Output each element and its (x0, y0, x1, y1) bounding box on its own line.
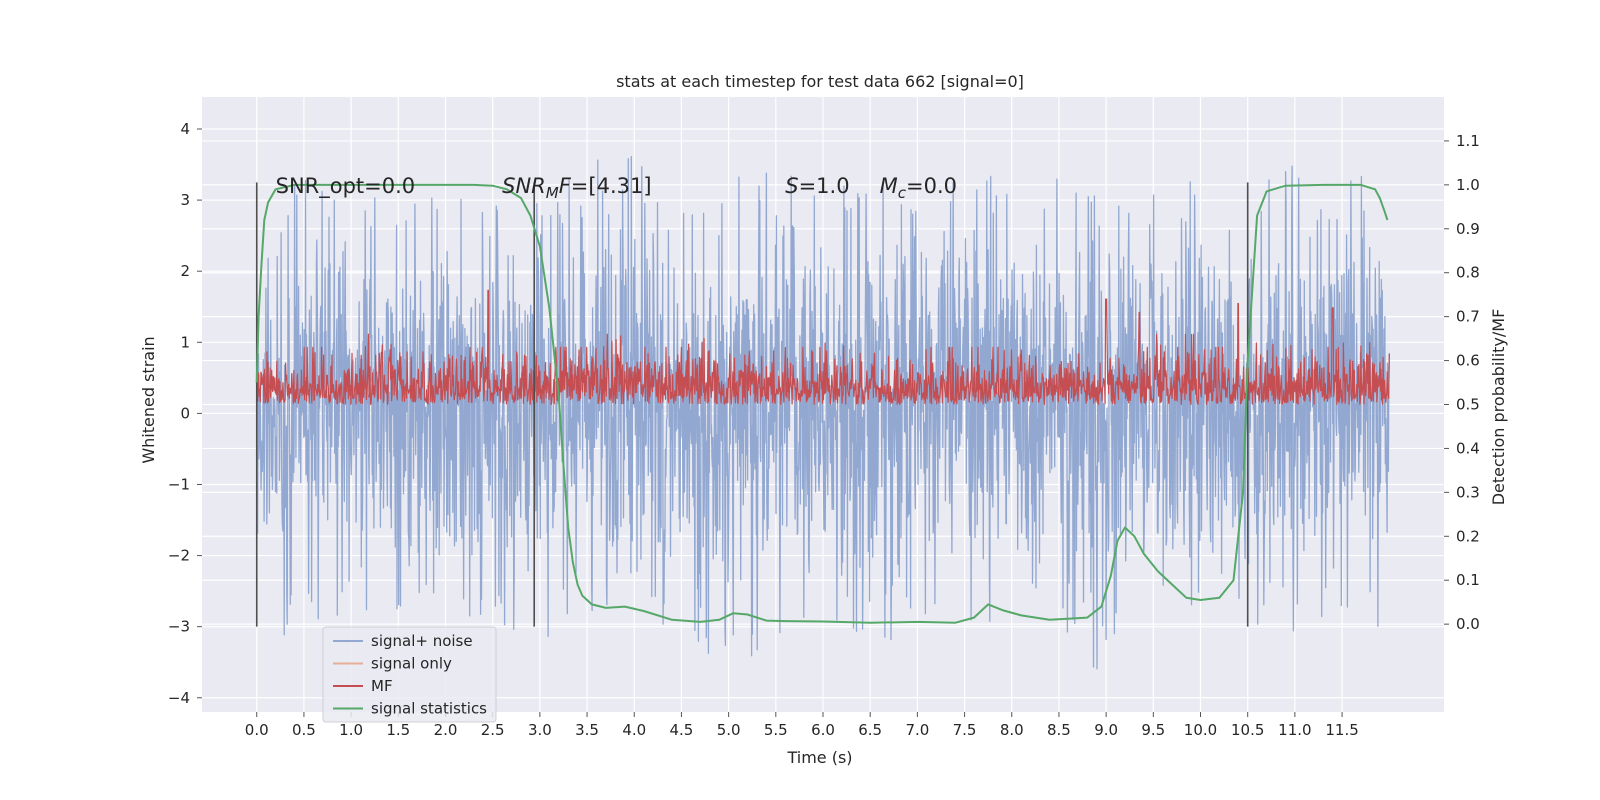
annotation-segment: c (898, 184, 907, 202)
series-mf-line (256, 289, 1390, 406)
x-tick-label: 3.5 (575, 721, 599, 739)
annotation-segment: =[4.31] (571, 174, 652, 198)
annotation-mc-value: Mc=0.0 (880, 174, 957, 202)
annotation-snr-mf: SNRMF=[4.31] (502, 174, 651, 202)
y2-tick-label: 0.6 (1456, 352, 1480, 370)
x-tick-label: 9.5 (1141, 721, 1165, 739)
y-tick-label: −3 (168, 618, 190, 636)
chart-title: stats at each timestep for test data 662… (616, 72, 1024, 91)
x-tick-label: 1.0 (339, 721, 363, 739)
annotation-segment: =0.0 (906, 174, 957, 198)
y2-tick-label: 0.0 (1456, 615, 1480, 633)
y2-axis-label: Detection probability/MF (1489, 309, 1508, 506)
y-tick-label: 0 (180, 404, 190, 422)
y2-tick-label: 0.5 (1456, 396, 1480, 414)
x-tick-label: 6.5 (858, 721, 882, 739)
x-tick-label: 2.0 (434, 721, 458, 739)
x-tick-label: 7.0 (905, 721, 929, 739)
annotation-segment: S (785, 174, 798, 198)
x-tick-label: 0.0 (245, 721, 269, 739)
x-tick-label: 5.5 (764, 721, 788, 739)
annotation-s-value: S=1.0 (785, 174, 849, 198)
annotation-segment: M (546, 184, 559, 202)
x-axis-label: Time (s) (786, 748, 852, 767)
y-axis-label: Whitened strain (139, 336, 158, 463)
y-tick-label: −2 (168, 547, 190, 565)
y2-tick-label: 0.2 (1456, 527, 1480, 545)
y-tick-label: 3 (180, 191, 190, 209)
x-tick-label: 8.0 (1000, 721, 1024, 739)
annotation-segment: =1.0 (799, 174, 850, 198)
series-signal-noise-line (256, 156, 1390, 670)
x-tick-label: 4.0 (622, 721, 646, 739)
x-tick-label: 6.0 (811, 721, 835, 739)
x-tick-label: 4.5 (670, 721, 694, 739)
x-tick-label: 1.5 (386, 721, 410, 739)
x-tick-label: 3.0 (528, 721, 552, 739)
x-tick-label: 11.5 (1325, 721, 1358, 739)
x-tick-label: 2.5 (481, 721, 505, 739)
y2-tick-label: 0.1 (1456, 571, 1480, 589)
y-tick-label: 1 (180, 333, 190, 351)
series-signal-statistics-line (255, 183, 1389, 624)
x-tick-label: 5.0 (717, 721, 741, 739)
y2-tick-label: 1.1 (1456, 132, 1480, 150)
annotation-segment: M (880, 174, 898, 198)
x-tick-label: 10.0 (1184, 721, 1217, 739)
legend-box (322, 626, 497, 723)
legend-entry-label: signal statistics (371, 700, 487, 718)
x-tick-label: 8.5 (1047, 721, 1071, 739)
y-tick-label: 4 (180, 120, 190, 138)
legend: signal+ noise signal only MF signal statist… (322, 626, 497, 723)
y2-tick-label: 1.0 (1456, 176, 1480, 194)
x-tick-label: 0.5 (292, 721, 316, 739)
y2-tick-label: 0.4 (1456, 439, 1480, 457)
y2-tick-label: 0.8 (1456, 264, 1480, 282)
annotation-snr-opt: SNR_opt=0.0 (276, 174, 416, 199)
legend-entry-label: signal only (371, 655, 452, 673)
y-tick-label: −1 (168, 475, 190, 493)
x-tick-label: 7.5 (953, 721, 977, 739)
annotation-segment: SNR (502, 174, 546, 198)
legend-entry-label: signal+ noise (371, 632, 473, 650)
x-tick-label: 11.0 (1278, 721, 1311, 739)
x-tick-label: 9.0 (1094, 721, 1118, 739)
annotation-segment: SNR_opt=0.0 (276, 174, 416, 199)
y2-tick-label: 0.7 (1456, 308, 1480, 326)
legend-entry-label: MF (371, 677, 393, 695)
x-tick-label: 10.5 (1231, 721, 1264, 739)
y-tick-label: 2 (180, 262, 190, 280)
y-tick-label: −4 (168, 689, 190, 707)
annotation-segment: F (559, 174, 572, 198)
y2-tick-label: 0.3 (1456, 483, 1480, 501)
y2-tick-label: 0.9 (1456, 220, 1480, 238)
